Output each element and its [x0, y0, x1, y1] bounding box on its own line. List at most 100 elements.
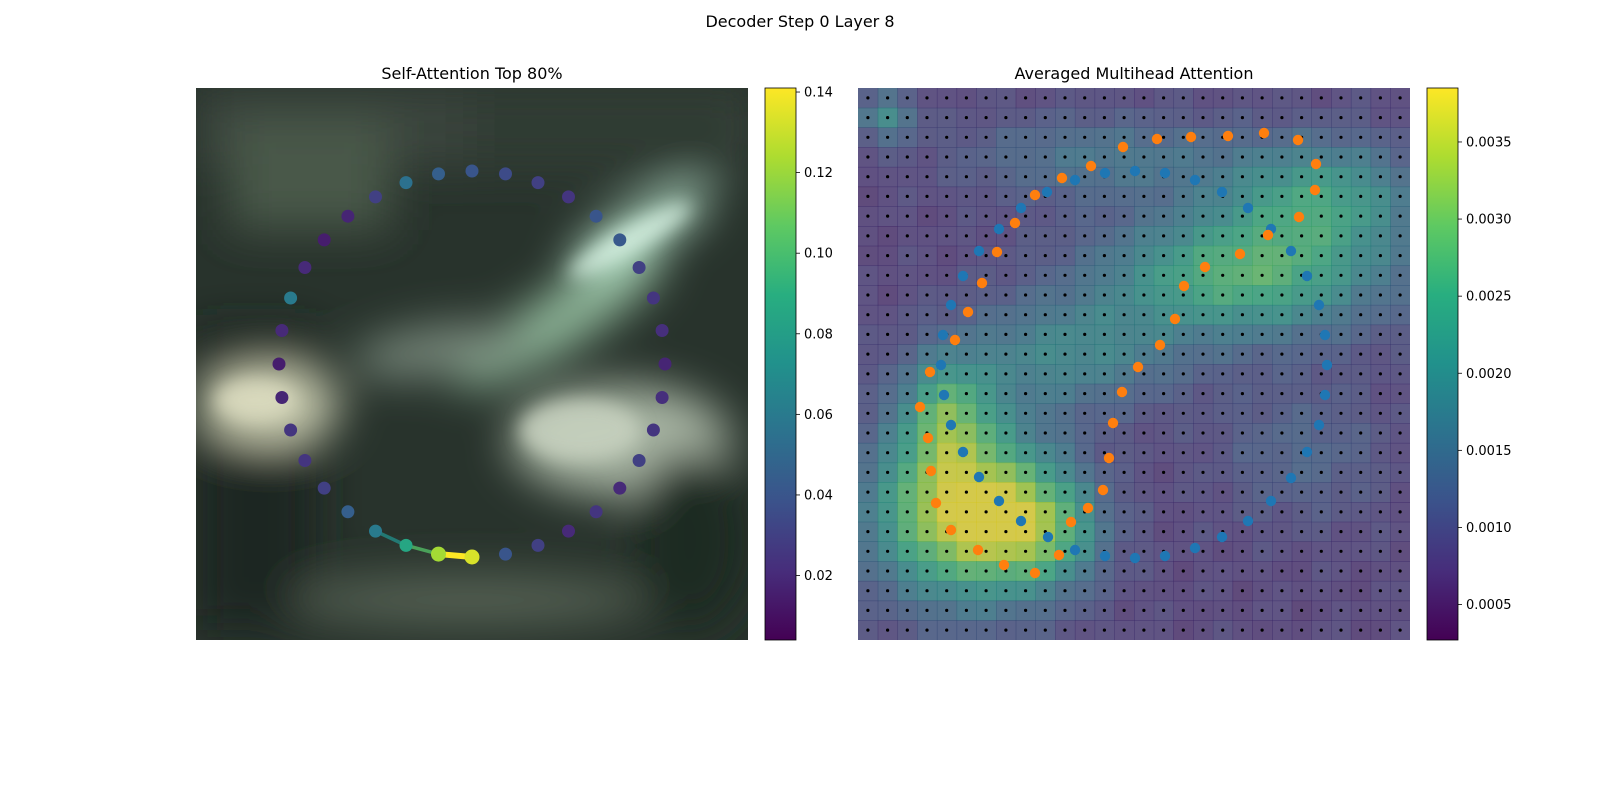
- left-panel-background-image: [196, 88, 748, 640]
- grid-dot: [1300, 411, 1304, 415]
- grid-dot: [1043, 589, 1047, 593]
- grid-dot: [1004, 431, 1008, 435]
- blue-series-point: [957, 446, 969, 458]
- grid-dot: [945, 411, 949, 415]
- grid-dot: [1339, 530, 1343, 534]
- orange-series-point: [1310, 158, 1322, 170]
- grid-dot: [1142, 608, 1146, 613]
- grid-dot: [1063, 451, 1067, 455]
- grid-dot: [1240, 273, 1244, 277]
- grid-dot: [1280, 155, 1284, 159]
- grid-dot: [964, 628, 969, 632]
- blue-series-point: [1042, 531, 1054, 543]
- grid-dot: [1280, 234, 1284, 238]
- grid-dot: [1221, 589, 1225, 593]
- grid-dot: [1260, 549, 1264, 553]
- grid-dot: [1201, 116, 1205, 120]
- grid-dot: [905, 530, 909, 534]
- grid-dot: [1260, 352, 1264, 356]
- orange-series-point: [1103, 452, 1115, 464]
- grid-dot: [984, 490, 988, 494]
- grid-dot: [1319, 628, 1323, 632]
- orange-series-point: [1293, 211, 1305, 223]
- grid-dot: [1378, 431, 1382, 435]
- grid-dot: [1280, 510, 1284, 514]
- grid-dot: [1162, 214, 1166, 218]
- grid-dot: [1240, 569, 1244, 573]
- grid-dot: [1162, 332, 1166, 336]
- grid-dot: [1063, 372, 1067, 376]
- grid-dot: [1378, 510, 1382, 514]
- grid-dot: [1024, 194, 1028, 198]
- ring-point: [298, 261, 312, 274]
- grid-dot: [905, 411, 909, 415]
- grid-dot: [905, 175, 909, 179]
- ring-point: [399, 538, 413, 552]
- grid-dot: [1024, 214, 1028, 218]
- grid-dot: [1240, 372, 1244, 376]
- grid-dot: [1378, 254, 1382, 258]
- grid-dot: [1181, 332, 1185, 336]
- grid-dot: [1240, 313, 1244, 317]
- grid-dot: [866, 372, 870, 376]
- grid-dot: [1319, 96, 1323, 100]
- grid-dot: [1083, 273, 1087, 277]
- grid-dot: [886, 451, 890, 455]
- grid-dot: [1142, 490, 1146, 494]
- orange-series-point: [1169, 313, 1181, 325]
- grid-dot: [1122, 530, 1126, 534]
- grid-dot: [1181, 194, 1185, 198]
- grid-dot: [886, 608, 890, 613]
- grid-dot: [1063, 155, 1067, 159]
- grid-dot: [964, 431, 969, 435]
- grid-dot: [1221, 332, 1225, 336]
- grid-dot: [1162, 589, 1166, 593]
- grid-dot: [1378, 490, 1382, 494]
- grid-dot: [1043, 411, 1047, 415]
- grid-dot: [1102, 451, 1106, 455]
- grid-dot: [964, 293, 969, 297]
- blue-series-point: [1301, 270, 1313, 282]
- grid-dot: [1221, 431, 1225, 435]
- grid-dot: [1339, 352, 1343, 356]
- grid-dot: [984, 510, 988, 514]
- grid-dot: [1043, 451, 1047, 455]
- orange-series-point: [1107, 417, 1119, 429]
- grid-dot: [1300, 175, 1304, 179]
- grid-dot: [1004, 175, 1008, 179]
- grid-dot: [1300, 313, 1304, 317]
- grid-dot: [1378, 313, 1382, 317]
- grid-dot: [1260, 451, 1264, 455]
- orange-series-point: [1292, 134, 1304, 146]
- grid-dot: [1319, 608, 1323, 613]
- grid-dot: [886, 194, 890, 198]
- grid-dot: [1122, 372, 1126, 376]
- grid-dot: [925, 293, 929, 297]
- grid-dot: [964, 175, 969, 179]
- grid-dot: [1122, 332, 1126, 336]
- grid-dot: [1280, 451, 1284, 455]
- grid-dot: [1122, 293, 1126, 297]
- grid-dot: [1359, 608, 1363, 613]
- grid-dot: [964, 530, 969, 534]
- ring-point: [298, 454, 312, 467]
- grid-dot: [1162, 155, 1166, 159]
- orange-series-point: [1082, 502, 1094, 514]
- grid-dot: [1339, 214, 1343, 218]
- grid-dot: [1339, 116, 1343, 120]
- grid-dot: [1319, 451, 1323, 455]
- grid-dot: [1280, 431, 1284, 435]
- grid-dot: [984, 392, 988, 396]
- grid-dot: [1024, 372, 1028, 376]
- grid-dot: [1024, 470, 1028, 474]
- grid-dot: [1240, 451, 1244, 455]
- grid-dot: [1122, 254, 1126, 258]
- grid-dot: [1142, 411, 1146, 415]
- grid-dot: [1063, 628, 1067, 632]
- grid-dot: [1221, 569, 1225, 573]
- grid-dot: [1378, 352, 1382, 356]
- grid-dot: [905, 313, 909, 317]
- grid-dot: [1240, 411, 1244, 415]
- grid-dot: [1221, 352, 1225, 356]
- grid-dot: [1004, 234, 1008, 238]
